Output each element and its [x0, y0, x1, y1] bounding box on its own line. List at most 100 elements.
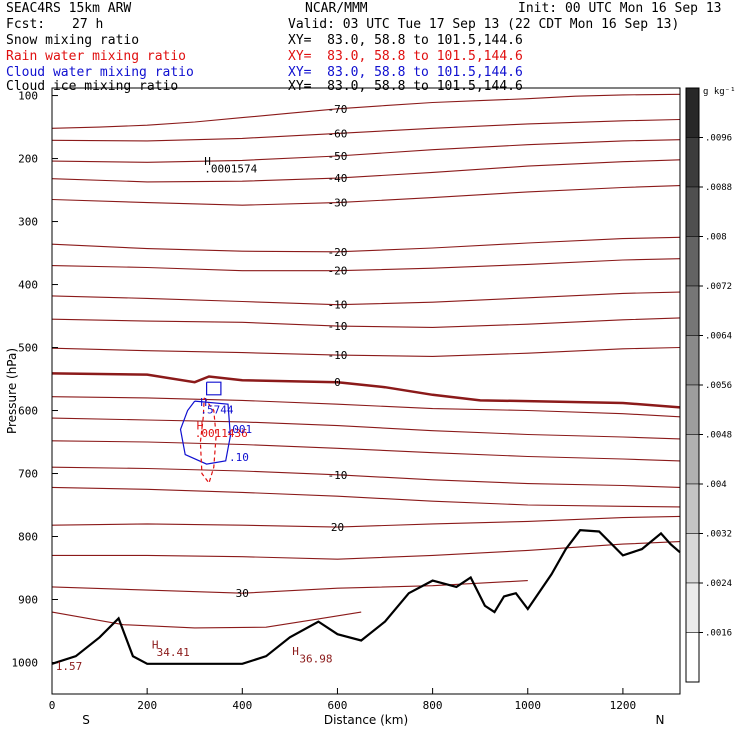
north-label: N [656, 713, 665, 727]
annotation-text: 36.98 [299, 653, 332, 666]
isotherm-line [51, 118, 681, 142]
y-axis-label: Pressure (hPa) [5, 348, 19, 434]
terrain-line [51, 529, 681, 665]
field-label-rain: Rain water mixing ratio [6, 49, 187, 64]
isotherm-line [51, 139, 681, 163]
colorbar-segment [685, 335, 700, 386]
y-tick-label: 700 [18, 468, 38, 481]
annotation-text: H [152, 639, 159, 652]
plot-frame [51, 87, 681, 695]
annotation-text: .0011436 [195, 427, 248, 440]
y-tick-label: 100 [18, 90, 38, 103]
colorbar-tick-label: .0016 [705, 629, 732, 639]
isotherm-label: -40 [328, 172, 348, 185]
colorbar-tick-label: .004 [705, 480, 727, 490]
cloud-contour [179, 400, 232, 465]
colorbar-segment [685, 483, 700, 534]
isotherm-line [51, 417, 681, 440]
isotherm-line [51, 611, 362, 629]
isotherm-label: -20 [328, 246, 348, 259]
terrain-profile [51, 529, 681, 665]
rain-contour [199, 397, 217, 485]
x-tick-label: 400 [232, 699, 252, 712]
isotherm-line [51, 372, 681, 409]
isotherm-label: -30 [328, 197, 348, 210]
isotherm-line [51, 515, 681, 528]
annotation-text: .0001574 [204, 162, 257, 175]
y-tick-label: 400 [18, 279, 38, 292]
colorbar-tick-label: .0056 [705, 381, 732, 391]
isotherm-label: -10 [328, 320, 348, 333]
axes: 0 200 400 600 800 1000 12001002003004005006007… [5, 87, 681, 727]
colorbar-segment [685, 87, 700, 138]
isotherm-label: -60 [328, 127, 348, 140]
isotherm-line [51, 236, 681, 253]
colorbar-segment [685, 137, 700, 188]
annotation-text: .5744 [200, 404, 233, 417]
colorbar-tick-label: .0024 [705, 579, 732, 589]
isotherm-line [51, 396, 681, 418]
annotation-text: .10 [229, 451, 249, 464]
colorbar-tick-label: .0032 [705, 530, 732, 540]
field-xy-rain: XY= 83.0, 58.8 to 101.5,144.6 [288, 49, 523, 64]
colorbar-segment [685, 285, 700, 336]
isotherm-label: -70 [328, 103, 348, 116]
isotherm-label: -20 [328, 265, 348, 278]
isotherm-label: -50 [328, 150, 348, 163]
colorbar-unit: g kg⁻¹ [703, 87, 736, 97]
forecast-label: Fcst: [6, 17, 46, 32]
isotherm-label: -10 [328, 299, 348, 312]
field-xy-cloud-ice: XY= 83.0, 58.8 to 101.5,144.6 [288, 79, 523, 94]
isotherm-label: -10 [328, 469, 348, 482]
isotherm-line [51, 440, 681, 462]
isotherm-line [52, 541, 681, 560]
colorbar: .0096 .0088 .008 .0072 .0064 .0056 .0048 .004 .0… [685, 87, 736, 683]
x-tick-label: 1000 [515, 699, 542, 712]
field-label-cloud-water: Cloud water mixing ratio [6, 65, 194, 80]
field-xy-snow: XY= 83.0, 58.8 to 101.5,144.6 [288, 33, 523, 48]
x-tick-label: 200 [137, 699, 157, 712]
valid-time: Valid: 03 UTC Tue 17 Sep 13 (22 CDT Mon … [288, 17, 680, 32]
forecast-hours: 27 h [72, 17, 104, 32]
isotherm-label: 20 [331, 521, 344, 534]
isotherm-line [51, 291, 681, 306]
colorbar-segment [685, 632, 700, 683]
model-title: SEAC4RS 15km ARW [6, 1, 132, 16]
colorbar-tick-label: .0096 [705, 134, 732, 144]
x-tick-label: 0 [49, 699, 56, 712]
colorbar-segment [685, 533, 700, 584]
colorbar-tick-label: .0048 [705, 431, 732, 441]
isotherm-line [51, 346, 681, 357]
y-tick-label: 600 [18, 405, 38, 418]
colorbar-tick-label: .0064 [705, 332, 732, 342]
isotherm-line [51, 159, 681, 183]
colorbar-segment [685, 384, 700, 435]
y-tick-label: 300 [18, 216, 38, 229]
cloud-contour [206, 381, 222, 396]
annotation-text: 1.57 [56, 660, 83, 673]
south-label: S [82, 713, 90, 727]
colorbar-tick-label: .0072 [705, 282, 732, 292]
x-tick-label: 600 [328, 699, 348, 712]
field-xy-cloud-water: XY= 83.0, 58.8 to 101.5,144.6 [288, 65, 523, 80]
annotation-text: 34.41 [157, 646, 190, 659]
colorbar-tick-label: .0088 [705, 183, 732, 193]
isotherm-line [51, 258, 681, 272]
isotherm-line [51, 317, 681, 328]
temperature-isotherms: -70 -60 -50 -40 -30 -20 -20 -10 -10 -10 0 -10 20 30 [51, 93, 681, 629]
isotherm-label: 30 [236, 587, 249, 600]
colorbar-segment [685, 186, 700, 237]
y-tick-label: 500 [18, 342, 38, 355]
init-time: Init: 00 UTC Mon 16 Sep 13 [518, 1, 722, 16]
rain-water-contours [199, 397, 217, 485]
x-tick-label: 1200 [610, 699, 637, 712]
field-label-snow: Snow mixing ratio [6, 33, 140, 48]
annotation-text: H [197, 419, 204, 432]
isotherm-line [51, 185, 681, 206]
x-axis-label: Distance (km) [324, 713, 408, 727]
annotation-text: .001 [226, 423, 253, 436]
y-tick-label: 200 [18, 153, 38, 166]
annotation-text: H [200, 396, 207, 409]
